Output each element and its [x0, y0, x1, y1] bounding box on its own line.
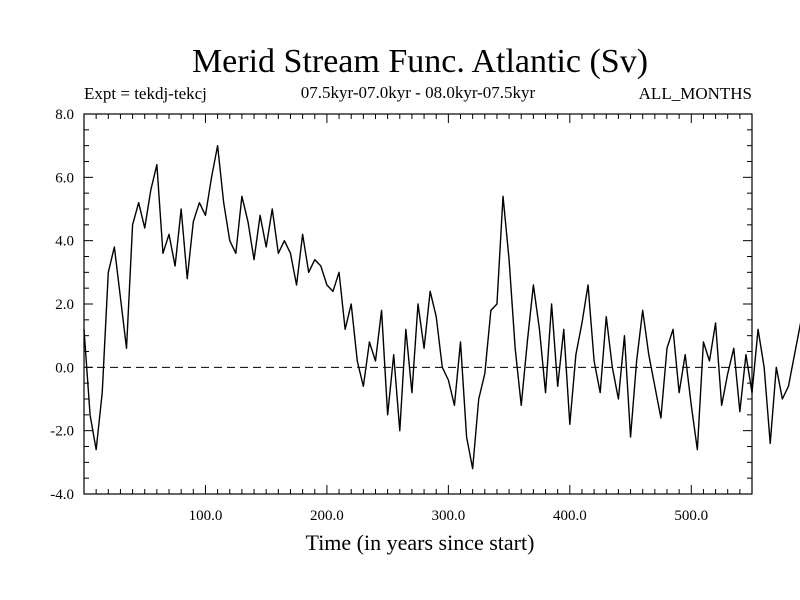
y-tick-label: -4.0	[50, 487, 74, 503]
experiment-label: Expt = tekdj-tekcj	[84, 84, 207, 103]
x-tick-label: 500.0	[674, 508, 708, 524]
chart-title: Merid Stream Func. Atlantic (Sv)	[192, 43, 648, 80]
x-tick-label: 400.0	[553, 508, 587, 524]
x-tick-label: 200.0	[310, 508, 344, 524]
y-tick-label: 8.0	[55, 107, 74, 123]
x-axis-label: Time (in years since start)	[306, 530, 535, 555]
series-line-0	[83, 144, 800, 470]
y-tick-label: -2.0	[50, 424, 74, 440]
y-tick-label: 6.0	[55, 170, 74, 186]
y-tick-label: 2.0	[55, 297, 74, 313]
y-tick-label: 0.0	[55, 360, 74, 376]
chart-subtitle: 07.5kyr-07.0kyr - 08.0kyr-07.5kyr	[301, 83, 536, 102]
y-tick-label: 4.0	[55, 234, 74, 250]
months-label: ALL_MONTHS	[639, 84, 752, 103]
x-tick-label: 100.0	[189, 508, 223, 524]
x-tick-label: 300.0	[431, 508, 465, 524]
